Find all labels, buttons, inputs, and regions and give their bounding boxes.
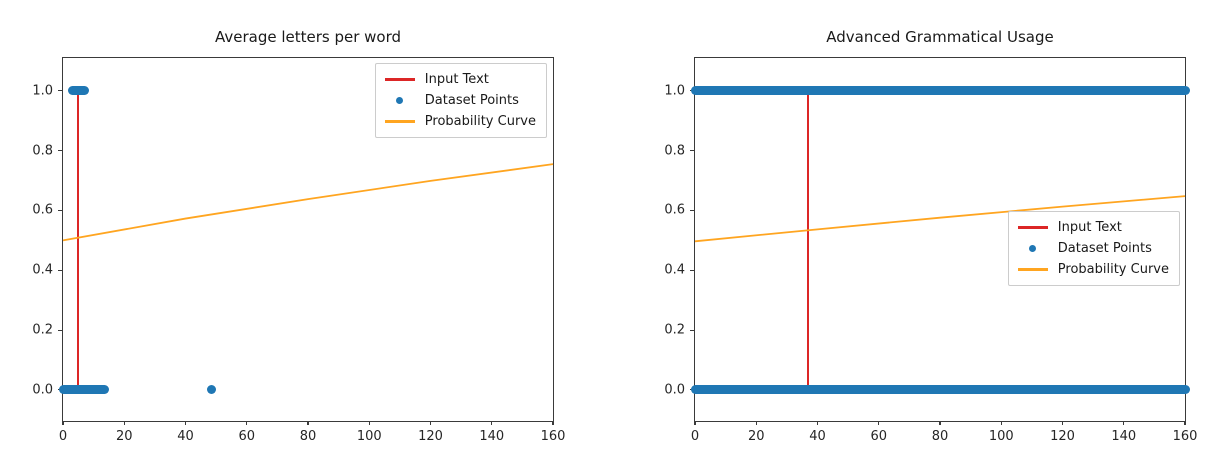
y-axis-tick bbox=[58, 209, 62, 212]
legend: Input Text Dataset Points Probability Curv… bbox=[374, 63, 547, 138]
x-axis-tick-label: 40 bbox=[809, 429, 826, 444]
legend-dot-swatch-icon bbox=[385, 97, 415, 104]
legend-line-swatch-icon bbox=[384, 78, 415, 81]
y-axis-tick-label: 0.2 bbox=[32, 322, 53, 338]
chart-title: Advanced Grammatical Usage bbox=[826, 28, 1054, 46]
x-axis-tick bbox=[878, 421, 880, 425]
y-axis-tick bbox=[58, 269, 62, 271]
x-axis-tick bbox=[1000, 421, 1002, 425]
y-axis-tick bbox=[690, 269, 694, 271]
legend-label: Probability Curve bbox=[1057, 262, 1169, 277]
input-text-line bbox=[807, 90, 810, 390]
x-axis-tick bbox=[1123, 421, 1125, 425]
y-axis-tick-label: 0.0 bbox=[32, 382, 53, 398]
x-axis-tick-label: 0 bbox=[58, 429, 68, 444]
x-axis-tick bbox=[123, 421, 125, 425]
x-axis-tick bbox=[491, 421, 493, 425]
legend-label: Input Text bbox=[424, 72, 489, 87]
y-axis-tick bbox=[690, 329, 694, 331]
x-axis-tick bbox=[429, 421, 432, 425]
plot-area-average-letters: Average letters per word 0 20 40 60 80 100 120… bbox=[32, 28, 565, 444]
x-axis-tick-label: 60 bbox=[238, 429, 256, 444]
plot-area-advanced-grammar: Advanced Grammatical Usage 0 20 40 60 80 100 1… bbox=[664, 28, 1197, 444]
legend-line-swatch-icon bbox=[1017, 268, 1048, 271]
legend-row: Probability Curve bbox=[384, 111, 536, 132]
y-axis-tick-label: 0.8 bbox=[664, 143, 685, 159]
probability-curve bbox=[694, 195, 1186, 243]
y-axis-tick-label: 0.4 bbox=[664, 262, 685, 278]
x-axis-tick bbox=[246, 421, 248, 425]
y-axis-tick bbox=[58, 329, 62, 331]
legend: Input Text Dataset Points Probability Curv… bbox=[1007, 211, 1180, 286]
y-axis-tick bbox=[58, 90, 62, 92]
legend-dot-swatch-icon bbox=[1018, 245, 1048, 252]
x-axis-tick bbox=[755, 421, 757, 425]
legend-label: Input Text bbox=[1057, 220, 1122, 235]
x-axis-tick-label: 120 bbox=[1050, 429, 1075, 444]
legend-row: Dataset Points bbox=[385, 90, 536, 111]
x-axis-tick-label: 100 bbox=[988, 429, 1014, 444]
legend-row: Input Text bbox=[1017, 217, 1169, 238]
y-axis-tick-label: 0.4 bbox=[32, 262, 53, 278]
dataset-points-cluster bbox=[67, 86, 89, 96]
y-axis-tick-label: 1.0 bbox=[664, 83, 685, 99]
x-axis-tick-label: 80 bbox=[931, 429, 949, 444]
legend-row: Probability Curve bbox=[1017, 259, 1169, 280]
x-axis-tick-label: 100 bbox=[356, 429, 382, 444]
probability-curve bbox=[62, 163, 554, 242]
y-axis-tick-label: 0.6 bbox=[32, 202, 53, 218]
x-axis-tick bbox=[307, 421, 309, 425]
y-axis-tick-label: 1.0 bbox=[32, 83, 53, 99]
x-axis-tick bbox=[1184, 421, 1186, 425]
y-axis-tick-label: 0.8 bbox=[32, 143, 53, 159]
y-axis-tick-label: 0.0 bbox=[664, 382, 685, 398]
y-axis-tick bbox=[690, 209, 694, 212]
y-axis-tick bbox=[690, 150, 694, 152]
chart-title: Average letters per word bbox=[214, 28, 402, 46]
dataset-points-cluster bbox=[690, 86, 1190, 96]
x-axis-tick-label: 140 bbox=[479, 429, 505, 444]
x-axis-tick-label: 160 bbox=[540, 429, 566, 444]
x-axis-tick-label: 140 bbox=[1111, 429, 1137, 444]
x-axis-tick bbox=[939, 421, 941, 425]
x-axis-tick-label: 160 bbox=[1172, 429, 1198, 444]
x-axis-tick-label: 0 bbox=[690, 429, 700, 444]
x-axis-tick bbox=[552, 421, 554, 425]
x-axis-tick bbox=[62, 421, 64, 425]
y-axis-tick-label: 0.6 bbox=[664, 202, 685, 218]
legend-label: Dataset Points bbox=[424, 93, 519, 108]
x-axis-tick-label: 40 bbox=[177, 429, 194, 444]
dataset-points-cluster bbox=[58, 385, 109, 395]
legend-label: Dataset Points bbox=[1057, 241, 1152, 256]
x-axis-tick-label: 20 bbox=[747, 429, 765, 444]
legend-line-swatch-icon bbox=[384, 120, 415, 123]
x-axis-tick-label: 120 bbox=[418, 429, 443, 444]
x-axis-tick bbox=[368, 421, 370, 425]
x-axis-tick bbox=[1061, 421, 1064, 425]
legend-line-swatch-icon bbox=[1017, 226, 1048, 229]
x-axis-tick-label: 20 bbox=[115, 429, 133, 444]
y-axis-tick bbox=[58, 150, 62, 152]
legend-label: Probability Curve bbox=[424, 114, 536, 129]
x-axis-tick bbox=[816, 421, 819, 425]
x-axis-tick bbox=[184, 421, 187, 425]
x-axis-tick-label: 60 bbox=[870, 429, 888, 444]
dataset-point bbox=[207, 385, 217, 395]
legend-row: Dataset Points bbox=[1018, 238, 1169, 259]
y-axis-tick-label: 0.2 bbox=[664, 322, 685, 338]
input-text-line bbox=[77, 90, 80, 390]
dataset-points-cluster bbox=[690, 385, 1190, 395]
x-axis-tick bbox=[694, 421, 696, 425]
legend-row: Input Text bbox=[384, 69, 536, 90]
x-axis-tick-label: 80 bbox=[299, 429, 317, 444]
